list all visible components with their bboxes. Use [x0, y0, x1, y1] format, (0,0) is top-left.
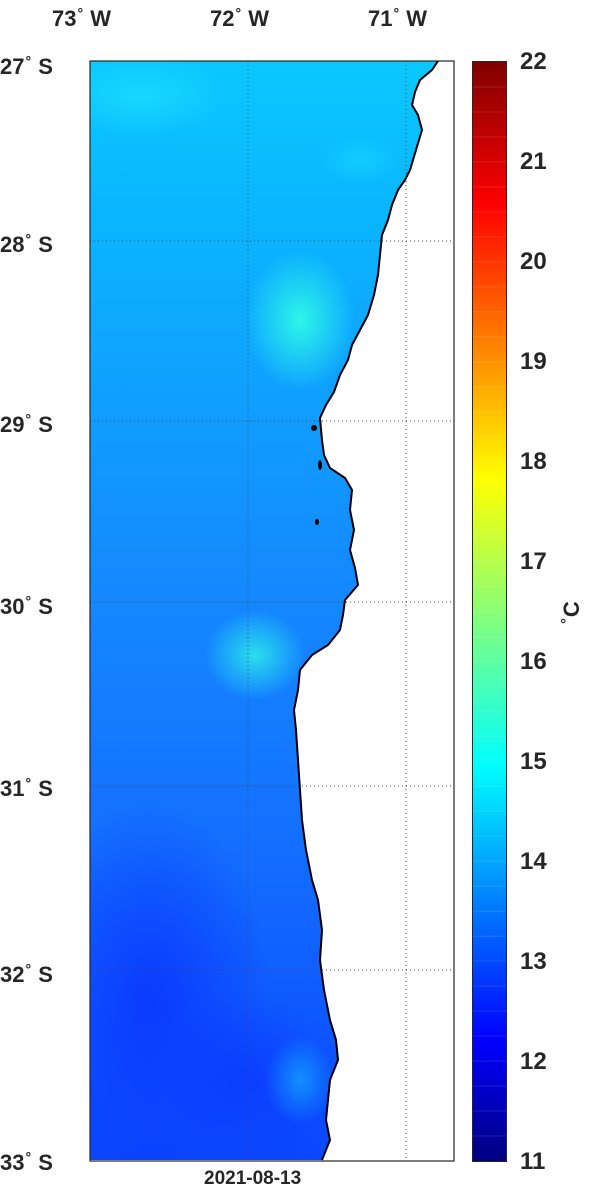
lon-label-72w: 72° W: [210, 5, 269, 31]
lat-label-32s: 32° S: [0, 961, 53, 987]
colorbar-bands: [473, 86, 506, 1137]
colorbar-tick: 11: [520, 1148, 546, 1175]
lat-label-29s: 29° S: [0, 411, 53, 437]
colorbar-unit-label: °C: [557, 601, 584, 624]
colorbar-tick: 12: [520, 1048, 547, 1075]
island: [311, 425, 317, 431]
lat-label-30s: 30° S: [0, 593, 53, 619]
colorbar-tick: 17: [520, 548, 547, 575]
colorbar-tick: 16: [520, 648, 547, 675]
colorbar-tick: 21: [520, 148, 547, 175]
colorbar-tick: 22: [520, 48, 547, 75]
sea-surface-temperature-field: [90, 61, 438, 1160]
lat-label-27s: 27° S: [0, 53, 53, 79]
colorbar-tick: 20: [520, 248, 547, 275]
colorbar-tick: 19: [520, 348, 547, 375]
lat-label-33s: 33° S: [0, 1149, 53, 1175]
date-label: 2021-08-13: [204, 1168, 302, 1189]
lat-label-28s: 28° S: [0, 231, 53, 257]
colorbar-tick: 14: [520, 848, 547, 875]
colorbar-tick: 13: [520, 948, 547, 975]
lon-label-71w: 71° W: [368, 5, 427, 31]
colorbar-tick: 15: [520, 748, 547, 775]
island: [315, 519, 319, 525]
colorbar: [472, 61, 507, 1162]
graticule: [90, 61, 454, 1161]
lat-label-31s: 31° S: [0, 775, 53, 801]
map-border: [89, 60, 455, 1162]
lon-label-73w: 73° W: [52, 5, 111, 31]
island: [318, 460, 322, 470]
colorbar-tick: 18: [520, 448, 547, 475]
colorbar-gradient: [473, 62, 506, 1161]
coastline: [292, 60, 439, 1161]
